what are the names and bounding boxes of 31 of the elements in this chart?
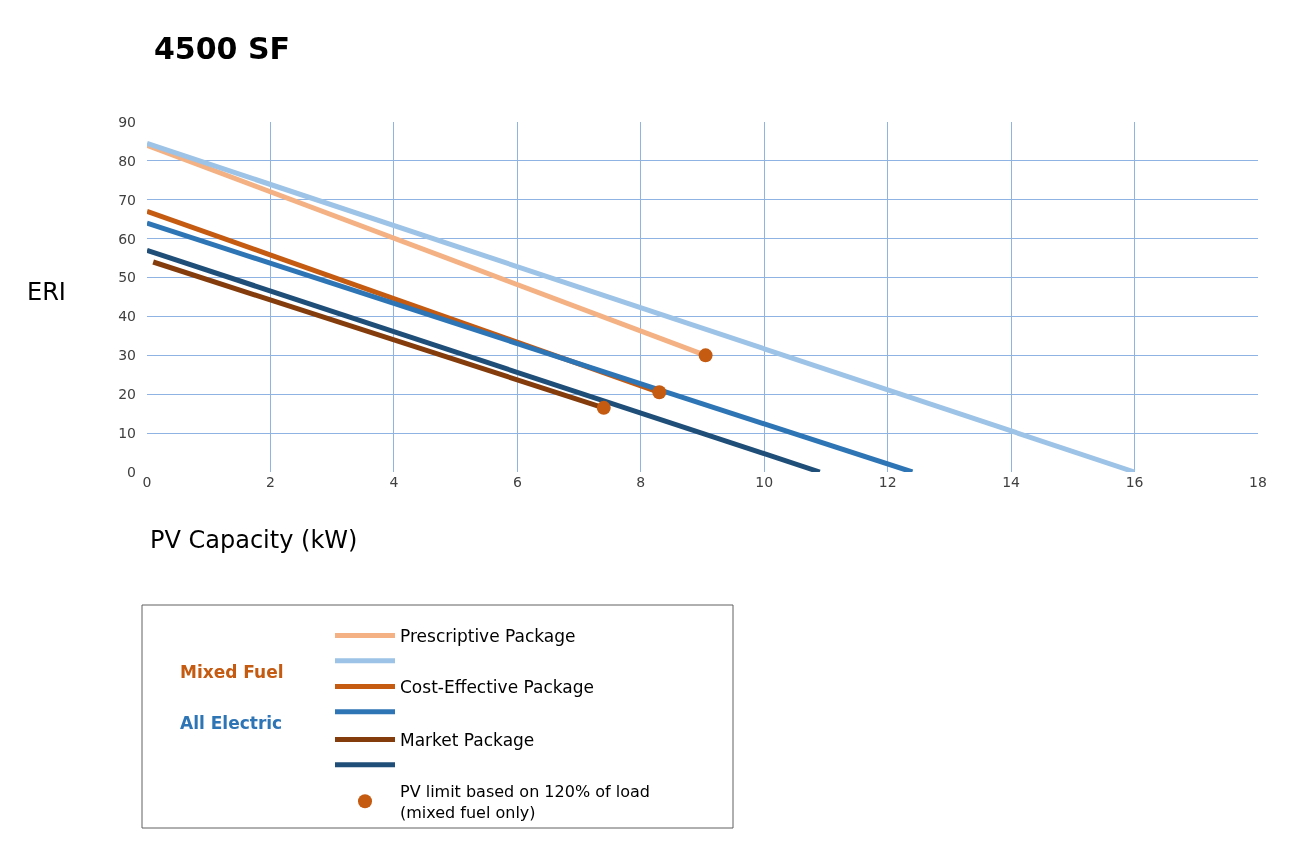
- x-tick-label: 2: [265, 474, 275, 490]
- y-axis-title: ERI: [27, 278, 66, 306]
- x-tick-label: 6: [512, 474, 522, 490]
- legend-label: PV limit based on 120% of load (mixed fuel only): [400, 782, 650, 822]
- point: [652, 385, 667, 400]
- point: [698, 348, 713, 363]
- text: Mixed Fuel: [180, 662, 284, 682]
- y-tick-label: 60: [118, 230, 136, 247]
- x-tick-label: 8: [636, 474, 646, 490]
- y-tick-label: 70: [118, 191, 136, 208]
- legend-label: Cost-Effective Package: [400, 677, 594, 698]
- x-axis-title: PV Capacity (kW): [150, 526, 358, 554]
- y-tick-label: 20: [118, 386, 136, 403]
- y-tick-label: 10: [118, 425, 136, 442]
- x-tick-label: 10: [755, 474, 774, 490]
- x-tick-label: 0: [142, 474, 152, 490]
- legend-label: Market Package: [400, 730, 535, 751]
- x-tick-label: 12: [878, 474, 897, 490]
- legend-label: Prescriptive Package: [400, 626, 576, 647]
- text: All Electric: [180, 713, 283, 733]
- chart-title: 4500 SF: [154, 31, 291, 66]
- x-tick-label: 18: [1249, 474, 1267, 490]
- x-tick-label: 14: [1002, 474, 1021, 490]
- y-tick-label: 80: [118, 152, 136, 169]
- x-tick-label: 4: [389, 474, 399, 490]
- x-tick-label: 16: [1125, 474, 1144, 490]
- y-tick-label: 40: [118, 308, 136, 325]
- y-tick-label: 30: [118, 347, 136, 364]
- point: [596, 400, 611, 415]
- y-tick-label: 50: [118, 269, 136, 286]
- y-tick-label: 90: [118, 113, 136, 130]
